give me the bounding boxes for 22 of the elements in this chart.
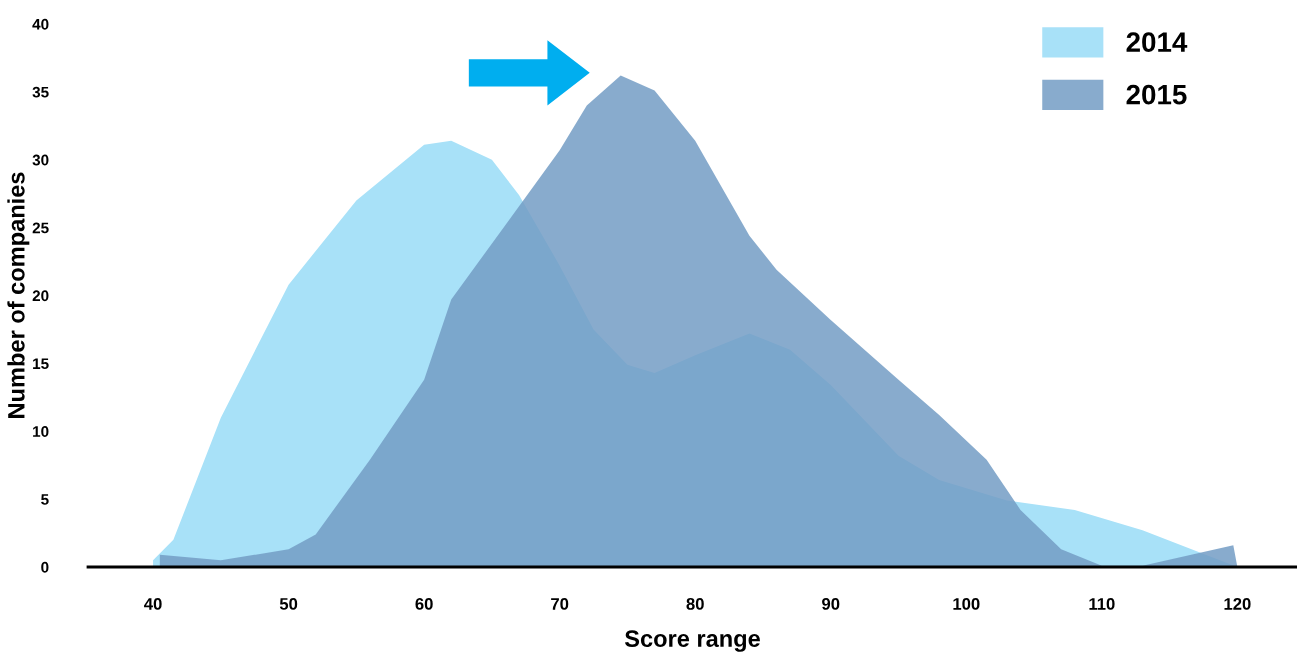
x-tick-label: 100 xyxy=(953,598,980,610)
x-tick-label: 50 xyxy=(279,598,298,610)
y-tick-label: 30 xyxy=(32,154,49,166)
legend-label: 2014 xyxy=(1126,32,1188,52)
y-tick-label: 15 xyxy=(33,358,49,370)
y-axis-title: Number of companies xyxy=(7,172,30,418)
x-tick-label: 110 xyxy=(1089,598,1115,610)
x-axis-title: Score range xyxy=(624,630,760,652)
x-tick-label: 40 xyxy=(144,598,162,610)
x-tick-label: 120 xyxy=(1224,598,1251,610)
y-tick-label: 40 xyxy=(32,18,49,30)
y-tick-label: 0 xyxy=(41,561,49,573)
x-tick-label: 60 xyxy=(415,598,433,610)
y-tick-label: 5 xyxy=(41,494,49,505)
y-tick-label: 35 xyxy=(32,86,49,98)
y-tick-label: 10 xyxy=(33,426,49,437)
y-tick-label: 25 xyxy=(32,222,49,234)
x-tick-label: 90 xyxy=(822,598,840,610)
legend-label: 2015 xyxy=(1126,84,1187,105)
y-tick-label: 20 xyxy=(32,290,49,302)
x-tick-label: 70 xyxy=(551,598,569,610)
x-tick-label: 80 xyxy=(686,598,704,610)
